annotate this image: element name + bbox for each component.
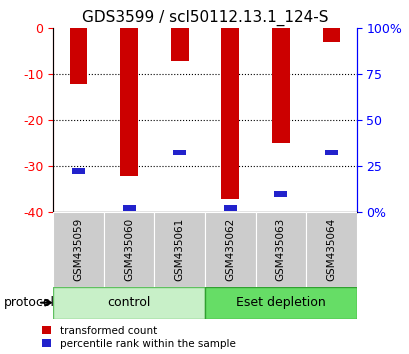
Bar [223,205,236,211]
Text: Eset depletion: Eset depletion [236,296,325,309]
Bar [53,287,204,319]
Bar [171,28,188,61]
Bar [154,212,204,287]
Text: control: control [107,296,151,309]
Bar [173,150,186,155]
Legend: transformed count, percentile rank within the sample: transformed count, percentile rank withi… [42,326,235,349]
Bar [221,28,238,199]
Text: GSM435063: GSM435063 [275,218,285,281]
Bar [204,287,356,319]
Bar [306,212,356,287]
Bar [322,28,339,42]
Bar [324,150,337,155]
Text: GSM435064: GSM435064 [326,218,336,281]
Bar [120,28,138,176]
Bar [255,212,306,287]
Text: protocol: protocol [4,296,55,309]
Text: GSM435061: GSM435061 [174,218,184,281]
Bar [204,212,255,287]
Bar [122,205,135,211]
Text: GSM435060: GSM435060 [124,218,134,281]
Bar [70,28,87,84]
Bar [72,168,85,174]
Title: GDS3599 / scl50112.13.1_124-S: GDS3599 / scl50112.13.1_124-S [81,9,328,25]
Bar [274,191,287,197]
Bar [103,212,154,287]
Text: GSM435059: GSM435059 [73,218,83,281]
Bar [53,212,103,287]
Text: GSM435062: GSM435062 [225,218,235,281]
Bar [271,28,289,143]
